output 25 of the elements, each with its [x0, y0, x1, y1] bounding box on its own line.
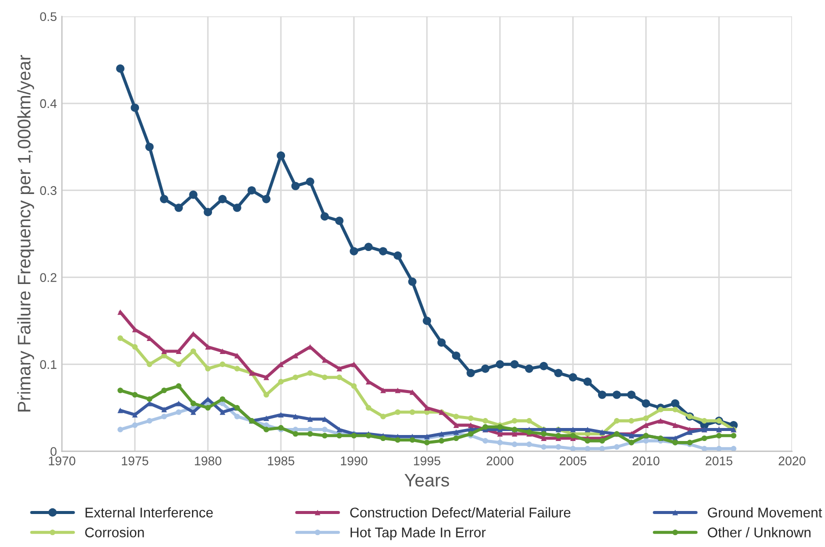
y-tick-label: 0.3 — [40, 186, 56, 196]
x-tick-label: 2020 — [778, 456, 806, 466]
legend-label: Hot Tap Made In Error — [350, 527, 486, 540]
legend-label: Corrosion — [85, 527, 144, 538]
legend-label: Ground Movement — [708, 507, 822, 518]
x-tick-label: 1995 — [414, 456, 440, 466]
legend-label: Construction Defect/Material Failure — [350, 507, 570, 518]
y-tick-label: 0.4 — [40, 99, 57, 108]
legend-label: External Interference — [86, 507, 213, 518]
legend-label: Other / Unknown — [708, 527, 810, 538]
y-tick-label: 0.2 — [40, 273, 56, 282]
x-tick-label: 2000 — [486, 456, 514, 466]
x-tick-label: 1975 — [122, 456, 148, 466]
y-tick-label: 0 — [50, 447, 57, 456]
x-tick-label: 1985 — [268, 456, 294, 466]
x-tick-label: 1980 — [194, 456, 222, 466]
x-tick-label: 2015 — [706, 456, 732, 466]
x-tick-label: 1990 — [340, 456, 368, 466]
x-tick-label: 2010 — [632, 456, 660, 466]
x-tick-label: 2005 — [560, 456, 586, 466]
y-tick-label: 0.5 — [40, 12, 56, 22]
y-axis-title: Primary Failure Frequency per 1,000km/year — [17, 55, 34, 412]
x-axis-title: Years — [404, 474, 450, 487]
x-tick-label: 1970 — [48, 456, 76, 466]
y-tick-label: 0.1 — [40, 360, 56, 369]
